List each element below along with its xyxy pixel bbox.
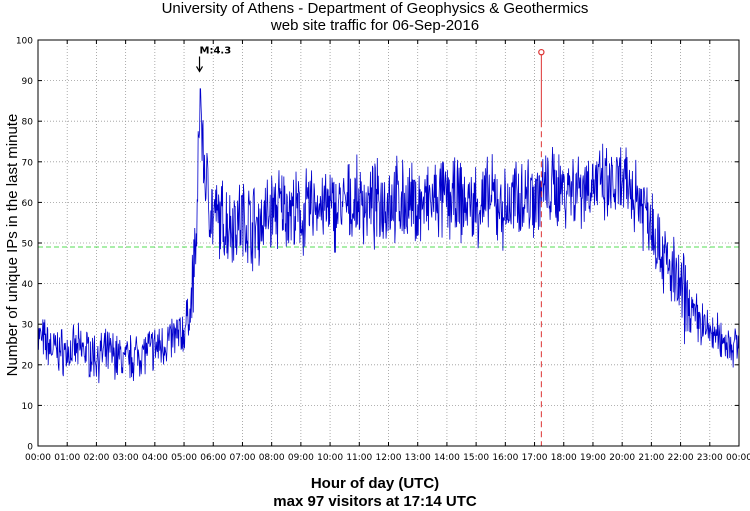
x-tick-label: 20:00 — [609, 453, 635, 463]
x-tick-label: 05:00 — [171, 453, 197, 463]
x-tick-label: 19:00 — [580, 453, 606, 463]
y-tick-label: 70 — [22, 158, 34, 168]
traffic-series-line — [37, 88, 739, 384]
x-tick-label: 12:00 — [376, 453, 402, 463]
y-tick-label: 100 — [16, 37, 33, 47]
x-tick-label: 17:00 — [522, 453, 548, 463]
y-tick-label: 60 — [22, 199, 34, 209]
x-tick-label: 09:00 — [288, 453, 314, 463]
x-tick-label: 08:00 — [259, 453, 285, 463]
x-tick-label: 02:00 — [83, 453, 109, 463]
x-tick-label: 15:00 — [463, 453, 489, 463]
y-tick-label: 20 — [22, 361, 34, 371]
x-tick-label: 14:00 — [434, 453, 460, 463]
y-tick-label: 10 — [22, 402, 34, 412]
x-tick-label: 06:00 — [200, 453, 226, 463]
annotation-label: M:4.3 — [200, 45, 232, 56]
x-tick-label: 11:00 — [346, 453, 372, 463]
x-tick-label: 07:00 — [229, 453, 255, 463]
chart-subtitle: web site traffic for 06-Sep-2016 — [270, 17, 480, 34]
x-tick-label: 01:00 — [54, 453, 80, 463]
x-tick-label: 22:00 — [668, 453, 694, 463]
x-tick-label: 00:00 — [726, 453, 750, 463]
y-tick-label: 80 — [22, 118, 34, 128]
annotation-arrow-head — [196, 66, 204, 73]
x-tick-label: 18:00 — [551, 453, 577, 463]
max-visitors-note: max 97 visitors at 17:14 UTC — [273, 493, 477, 510]
max-marker-point — [538, 48, 545, 56]
y-tick-label: 90 — [22, 77, 34, 87]
y-tick-label: 40 — [22, 280, 34, 290]
x-tick-label: 04:00 — [142, 453, 168, 463]
x-tick-label: 21:00 — [638, 453, 664, 463]
y-tick-label: 50 — [22, 240, 34, 250]
y-tick-label: 0 — [27, 443, 33, 453]
x-tick-label: 00:00 — [25, 453, 51, 463]
x-tick-label: 23:00 — [697, 453, 723, 463]
y-tick-label: 30 — [22, 321, 34, 331]
x-tick-label: 13:00 — [405, 453, 431, 463]
chart-title: University of Athens - Department of Geo… — [161, 0, 589, 17]
x-tick-label: 16:00 — [492, 453, 518, 463]
x-tick-label: 10:00 — [317, 453, 343, 463]
x-tick-label: 03:00 — [113, 453, 139, 463]
plot-frame — [37, 39, 740, 447]
x-axis-label: Hour of day (UTC) — [310, 475, 440, 492]
plot-background — [38, 40, 739, 446]
